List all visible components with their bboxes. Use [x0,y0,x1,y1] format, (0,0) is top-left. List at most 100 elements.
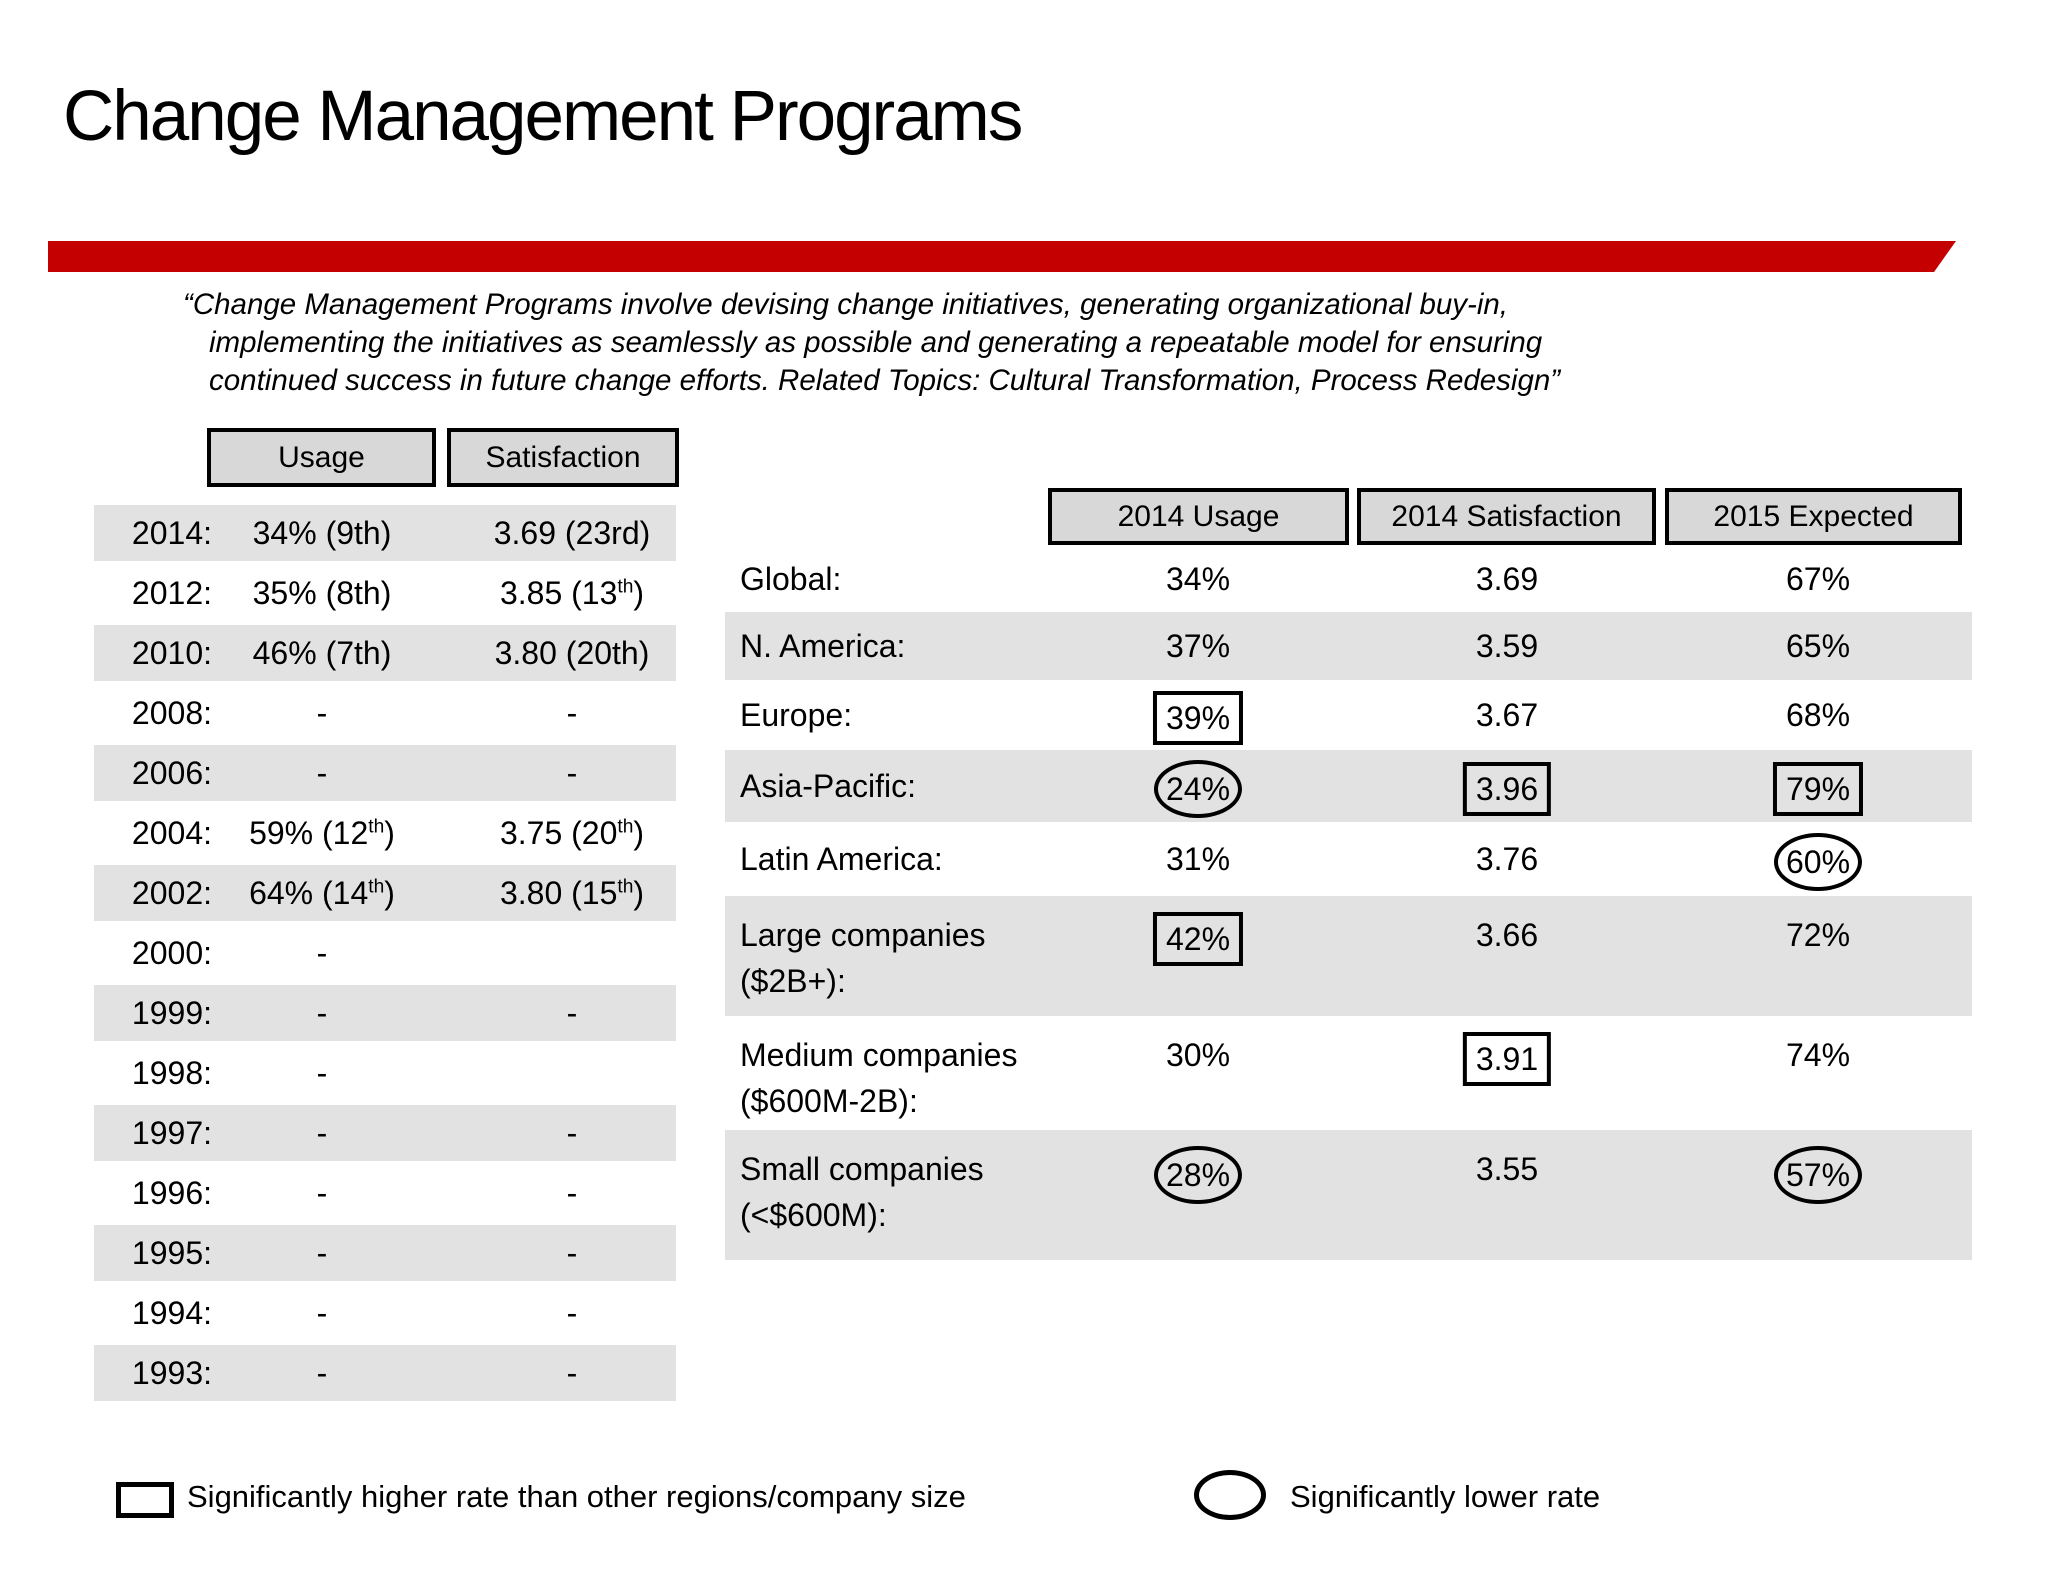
segment-label: Latin America: [740,841,943,877]
satisfaction-value: 3.69 (23rd) [493,515,651,551]
year-label: 2002: [131,875,212,911]
segment-label: Large companies ($2B+): [740,917,986,999]
satisfaction-value: - [566,755,578,791]
expected-value: 67% [1785,561,1851,597]
history-row: 2010: 46% (7th) 3.80 (20th) [94,625,676,681]
usage-value: 30% [1165,1037,1231,1073]
expected-value: 57% [1773,1146,1863,1204]
satisfaction-value: 3.96 [1462,750,1552,822]
history-row: 2014: 34% (9th) 3.69 (23rd) [94,505,676,561]
year-label: 2012: [131,575,212,611]
segment-label: Asia-Pacific: [740,768,917,804]
accent-bar [48,241,1956,272]
segment-label: Europe: [740,697,853,733]
segment-label: Global: [740,561,842,597]
breakdown-row: Medium companies ($600M-2B): 30% 3.91 74% [725,1016,1972,1130]
breakdown-usage-header: 2014 Usage [1048,488,1349,545]
usage-value: - [316,995,328,1031]
legend-lower-label: Significantly lower rate [1290,1479,1601,1514]
satisfaction-value: 3.80 (20th) [494,635,650,671]
lower-rate-oval-icon [1194,1470,1266,1520]
segment-label: Medium companies ($600M-2B): [740,1037,1018,1119]
usage-value: 28% [1153,1146,1243,1204]
usage-value: - [316,1175,328,1211]
significantly-lower-oval: 28% [1153,1146,1243,1204]
page-title: Change Management Programs [63,77,1023,156]
year-label: 2010: [131,635,212,671]
history-usage-header: Usage [207,428,436,487]
usage-value: 35% (8th) [252,575,392,611]
expected-value: 74% [1785,1037,1851,1073]
satisfaction-value: 3.76 [1475,841,1539,877]
satisfaction-value: - [566,1295,578,1331]
quote-line: continued success in future change effor… [209,364,1561,397]
expected-value: 65% [1785,628,1851,664]
satisfaction-value: 3.80 (15th) [499,875,645,911]
quote-line: “Change Management Programs involve devi… [183,288,1508,321]
usage-value: 46% (7th) [252,635,392,671]
expected-value: 72% [1785,917,1851,953]
segment-label: N. America: [740,628,906,664]
history-row: 2006: - - [94,745,676,801]
breakdown-row: Global: 34% 3.69 67% [725,546,1972,612]
usage-value: 31% [1165,841,1231,877]
satisfaction-value: 3.59 [1475,628,1539,664]
history-row: 1993: - - [94,1345,676,1401]
year-label: 2006: [131,755,212,791]
breakdown-expected-header: 2015 Expected [1665,488,1962,545]
year-label: 1993: [131,1355,212,1391]
usage-value: 39% [1152,680,1244,750]
significantly-higher-box: 3.96 [1462,761,1552,816]
significantly-lower-oval: 24% [1153,759,1243,818]
significantly-higher-box: 42% [1152,912,1244,966]
history-row: 2000: - [94,925,676,981]
satisfaction-value: 3.66 [1475,917,1539,953]
significantly-higher-box: 3.91 [1462,1032,1552,1086]
significantly-lower-oval: 57% [1773,1146,1863,1204]
history-row: 1997: - - [94,1105,676,1161]
year-label: 1996: [131,1175,212,1211]
expected-value: 68% [1785,697,1851,733]
usage-value: - [316,1295,328,1331]
usage-value: 37% [1165,628,1231,664]
satisfaction-value: - [566,1175,578,1211]
year-label: 1998: [131,1055,212,1091]
legend-higher-label: Significantly higher rate than other reg… [187,1479,966,1514]
significantly-higher-box: 79% [1772,761,1864,816]
year-label: 2004: [131,815,212,851]
year-label: 1999: [131,995,212,1031]
usage-value: - [316,1235,328,1271]
history-row: 1994: - - [94,1285,676,1341]
history-row: 2008: - - [94,685,676,741]
breakdown-row: Asia-Pacific: 24% 3.96 79% [725,750,1972,822]
breakdown-row: Small companies (<$600M): 28% 3.55 57% [725,1130,1972,1260]
year-label: 2000: [131,935,212,971]
satisfaction-value: 3.91 [1462,1032,1552,1086]
usage-value: - [316,695,328,731]
satisfaction-value: 3.55 [1475,1151,1539,1187]
history-row: 1998: - [94,1045,676,1101]
breakdown-satisfaction-header: 2014 Satisfaction [1357,488,1656,545]
satisfaction-value: - [566,1235,578,1271]
year-label: 1994: [131,1295,212,1331]
satisfaction-value: - [566,1355,578,1391]
year-label: 2008: [131,695,212,731]
usage-value: - [316,755,328,791]
history-row: 1996: - - [94,1165,676,1221]
usage-value: 24% [1153,750,1243,822]
satisfaction-value: 3.67 [1475,697,1539,733]
usage-value: - [316,1355,328,1391]
usage-value: 64% (14th) [249,875,395,911]
satisfaction-value: 3.75 (20th) [499,815,645,851]
usage-value: 42% [1152,912,1244,966]
year-label: 1997: [131,1115,212,1151]
usage-value: - [316,1115,328,1151]
history-row: 1995: - - [94,1225,676,1281]
usage-value: 34% [1165,561,1231,597]
breakdown-row: Europe: 39% 3.67 68% [725,680,1972,750]
satisfaction-value: - [566,695,578,731]
history-row: 2002: 64% (14th) 3.80 (15th) [94,865,676,921]
history-row: 2004: 59% (12th) 3.75 (20th) [94,805,676,861]
expected-value: 79% [1772,750,1864,822]
